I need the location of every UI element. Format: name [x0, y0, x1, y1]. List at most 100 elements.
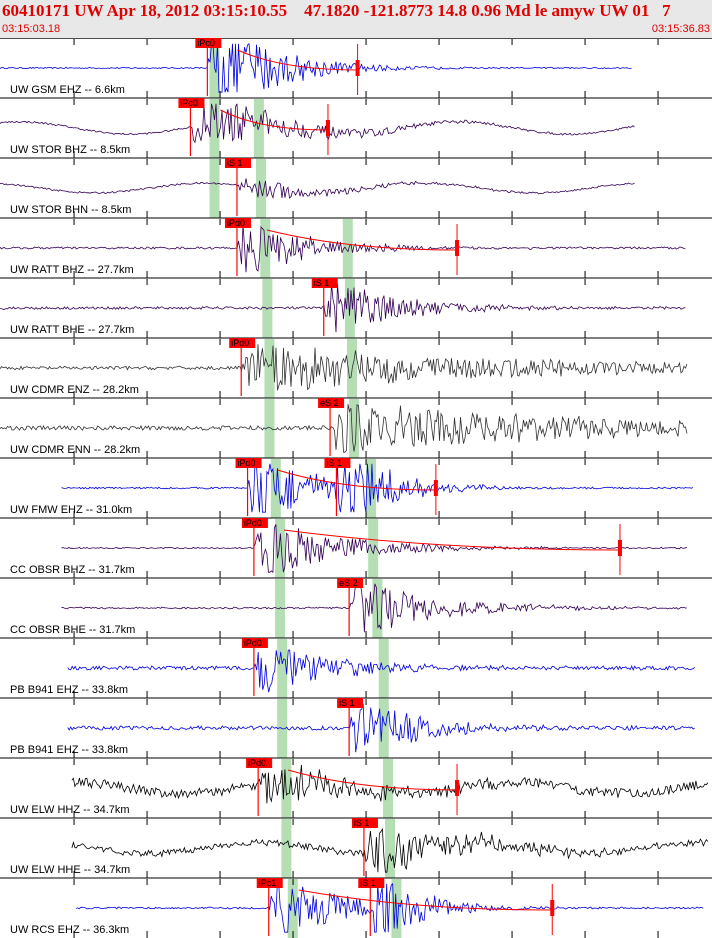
seismogram-trace	[0, 344, 688, 391]
seismogram-trace	[76, 882, 704, 933]
phase-window-band	[287, 879, 298, 938]
coda-decay-curve	[237, 49, 358, 71]
trace-label: UW ELW HHE -- 34.7km	[10, 864, 130, 876]
pick-label-box	[241, 518, 268, 528]
pick-label: iPd0	[248, 758, 266, 768]
pick-label: iPd0	[244, 638, 262, 648]
seismogram-trace	[61, 524, 687, 574]
trace-label: UW RATT BHZ -- 27.7km	[10, 264, 134, 276]
time-end: 03:15:36.83	[651, 23, 710, 35]
pick-label-box	[195, 38, 222, 48]
coda-end-marker	[325, 120, 330, 136]
pick-label-box	[337, 698, 364, 708]
pick-label-box	[224, 218, 251, 228]
coda-end-marker	[455, 780, 460, 796]
phase-window-band	[281, 819, 292, 878]
pick-label: iS 1	[227, 158, 243, 168]
coda-end-marker	[617, 540, 622, 556]
seismogram-trace	[0, 103, 635, 144]
trace-label: PB B941 EHZ -- 33.8km	[10, 744, 128, 756]
pick-label: eS 2	[320, 398, 339, 408]
pick-label: iPd0	[244, 518, 262, 528]
seismogram-trace	[71, 764, 709, 804]
pick-label-box	[256, 878, 283, 888]
phase-window-band	[209, 99, 220, 158]
seismogram-trace	[0, 43, 632, 93]
pick-label: eS 2	[339, 578, 358, 588]
seismogram-trace	[71, 827, 709, 873]
pick-label: iS 1	[314, 278, 330, 288]
seismogram-trace	[61, 583, 687, 633]
phase-window-band	[209, 159, 220, 218]
seismogram-trace	[0, 283, 686, 333]
coda-end-marker	[355, 60, 360, 76]
phase-window-band	[368, 519, 379, 578]
pick-label-box	[224, 158, 251, 168]
phase-window-band	[349, 399, 360, 458]
pick-label-box	[311, 278, 338, 288]
pick-label: iPd0	[238, 458, 256, 468]
seismogram-trace	[67, 649, 695, 693]
pick-label: iPc0	[180, 98, 198, 108]
time-start: 03:15:03.18	[2, 23, 61, 35]
pick-label-box	[229, 338, 256, 348]
pick-label: iPd0	[231, 338, 249, 348]
phase-window-band	[275, 579, 286, 638]
seismogram-plot: iPc0 UW GSM EHZ -- 6.6km iPc0 UW STOR BHZ -…	[0, 38, 712, 938]
pick-label: iPc0	[197, 38, 215, 48]
coda-decay-curve	[220, 109, 328, 131]
trace-label: CC OBSR BHZ -- 31.7km	[10, 564, 135, 576]
trace-label: UW GSM EHZ -- 6.6km	[10, 84, 125, 96]
pick-label-box	[351, 818, 378, 828]
pick-label: iS 1	[339, 698, 355, 708]
pick-label-box	[235, 458, 262, 468]
pick-label: iS 1	[360, 878, 376, 888]
pick-label-box	[178, 98, 205, 108]
seismogram-trace	[0, 223, 686, 273]
trace-label: UW FMW EHZ -- 31.0km	[10, 504, 132, 516]
phase-window-band	[264, 399, 275, 458]
trace-label: UW CDMR ENN -- 28.2km	[10, 444, 140, 456]
phase-window-band	[277, 639, 288, 698]
coda-end-marker	[433, 480, 438, 496]
phase-window-band	[342, 219, 353, 278]
coda-end-marker	[455, 240, 460, 256]
event-title: 60410171 UW Apr 18, 2012 03:15:10.55 47.…	[2, 1, 671, 20]
seismogram-trace	[67, 703, 695, 753]
pick-label-box	[246, 758, 273, 768]
trace-label: PB B941 EHZ -- 33.8km	[10, 684, 128, 696]
trace-label: UW STOR BHZ -- 8.5km	[10, 144, 130, 156]
phase-window-band	[270, 459, 281, 518]
pick-label: iPc1	[259, 878, 277, 888]
coda-decay-curve	[266, 229, 458, 251]
phase-window-band	[264, 339, 275, 398]
coda-end-marker	[550, 900, 555, 916]
seismogram-trace	[61, 462, 694, 513]
trace-label: CC OBSR BHE -- 31.7km	[10, 624, 135, 636]
phase-window-band	[275, 519, 286, 578]
pick-label: iS 1	[326, 458, 342, 468]
coda-decay-curve	[283, 529, 620, 551]
pick-label: iS 1	[354, 818, 370, 828]
seismogram-trace	[0, 178, 635, 200]
phase-window-band	[378, 699, 389, 758]
trace-label: UW RATT BHE -- 27.7km	[10, 324, 134, 336]
pick-label-box	[358, 878, 385, 888]
pick-label-box	[324, 458, 351, 468]
phase-window-band	[385, 819, 396, 878]
header-bar: 60410171 UW Apr 18, 2012 03:15:10.55 47.…	[0, 0, 712, 39]
coda-decay-curve	[298, 889, 553, 911]
pick-label: iPd0	[227, 218, 245, 228]
trace-label: UW ELW HHZ -- 34.7km	[10, 804, 130, 816]
trace-label: UW CDMR ENZ -- 28.2km	[10, 384, 139, 396]
trace-label: UW RCS EHZ -- 36.3km	[10, 924, 129, 936]
coda-decay-curve	[288, 769, 458, 791]
phase-window-band	[253, 99, 264, 158]
phase-window-band	[378, 639, 389, 698]
pick-label-box	[318, 398, 345, 408]
trace-label: UW STOR BHN -- 8.5km	[10, 204, 131, 216]
seismogram-trace	[0, 404, 688, 453]
pick-label-box	[337, 578, 364, 588]
coda-decay-curve	[277, 469, 436, 491]
pick-label-box	[241, 638, 268, 648]
